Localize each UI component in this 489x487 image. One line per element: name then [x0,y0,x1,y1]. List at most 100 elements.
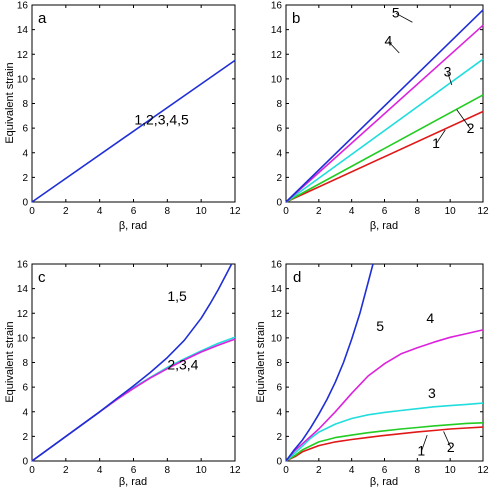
annotation-label-a-1: 1,2,3,4,5 [134,111,189,127]
y-tick-label-c: 0 [22,457,28,468]
x-tick-label-a: 10 [196,206,208,217]
annotation-leader-b-3 [447,72,453,86]
annotation-label-b-5: 5 [392,4,400,20]
y-tick-label-b: 14 [271,25,283,36]
y-tick-label-a: 6 [22,124,28,135]
x-tick-label-b: 8 [415,206,421,217]
annotation-leader-b-5 [395,12,413,23]
y-tick-label-a: 16 [17,1,29,12]
y-tick-label-a: 4 [22,148,28,159]
series-d [285,263,484,462]
y-tick-label-c: 6 [22,383,28,394]
series-c [31,263,236,462]
y-tick-label-d: 2 [276,432,282,443]
panel-label-c: c [38,269,46,286]
annotation-label-d-5: 1 [417,442,425,458]
x-axis-label-b: β, rad [370,220,398,232]
y-tick-label-c: 2 [22,432,28,443]
x-tick-label-b: 4 [349,206,355,217]
x-axis-label-d: β, rad [370,476,398,487]
y-tick-label-c: 16 [17,260,29,271]
y-tick-label-b: 6 [276,124,282,135]
y-tick-label-b: 4 [276,148,282,159]
ticks-c: 0 2 4 6 8 10 12 0 2 4 6 8 10 12 14 16 [17,260,241,477]
y-tick-label-c: 14 [17,284,29,295]
y-tick-label-b: 8 [276,99,282,110]
y-tick-label-a: 10 [17,74,29,85]
x-tick-label-b: 2 [316,206,322,217]
annotation-label-d-1: 5 [376,318,384,334]
x-tick-label-a: 0 [29,206,35,217]
x-tick-label-b: 10 [445,206,457,217]
annotation-label-d-2: 4 [426,310,434,326]
y-tick-label-a: 0 [22,198,28,209]
annotations-b: 1 2 3 4 5 [385,4,475,151]
annotations-c: 1,5 2,3,4 [167,288,198,372]
x-tick-label-c: 0 [29,465,35,476]
series-line-d-3 [285,402,484,462]
x-tick-label-c: 8 [165,465,171,476]
series-b [285,9,484,203]
series-line-d-1 [285,426,484,462]
x-tick-label-a: 12 [229,206,241,217]
y-tick-label-d: 8 [276,358,282,369]
x-tick-label-b: 6 [382,206,388,217]
x-tick-label-d: 10 [445,465,457,476]
x-tick-label-c: 4 [97,465,103,476]
x-tick-label-d: 0 [283,465,289,476]
x-tick-label-d: 2 [316,465,322,476]
y-tick-label-a: 14 [17,25,29,36]
y-tick-label-a: 12 [17,50,29,61]
y-tick-label-c: 12 [17,309,29,320]
y-tick-label-d: 12 [271,309,283,320]
series-line-b-3 [285,58,484,203]
series-line-c-3 [31,263,233,462]
x-tick-label-d: 8 [415,465,421,476]
series-line-b-1 [285,110,484,203]
annotation-leader-b-4 [388,41,400,54]
x-tick-label-a: 4 [97,206,103,217]
x-tick-label-d: 6 [382,465,388,476]
y-tick-label-a: 2 [22,173,28,184]
x-tick-label-b: 0 [283,206,289,217]
y-tick-label-c: 10 [17,333,29,344]
series-line-b-4 [285,24,484,203]
panel-c: c Equivalent strain β, rad 0 2 4 6 8 10 12 0 2 4 6… [4,260,241,487]
y-tick-label-d: 10 [271,333,283,344]
plot-area-a [31,4,236,203]
series-line-b-5 [285,9,484,203]
annotation-label-b-4: 4 [385,33,393,49]
y-tick-label-a: 8 [22,99,28,110]
series-line-d-2 [285,422,484,462]
annotation-label-d-3: 3 [428,385,436,401]
x-tick-label-c: 6 [131,465,137,476]
y-tick-label-c: 4 [22,407,28,418]
y-tick-label-d: 4 [276,407,282,418]
y-axis-label-c: Equivalent strain [4,321,16,402]
panel-label-a: a [38,10,47,27]
series-line-d-4 [285,329,484,462]
annotations-a: 1,2,3,4,5 [134,111,189,127]
panel-label-d: d [293,269,301,286]
x-tick-label-a: 8 [165,206,171,217]
x-axis-label-c: β, rad [119,476,147,487]
annotation-label-d-4: 2 [447,439,455,455]
y-tick-label-d: 6 [276,383,282,394]
annotation-label-c-1: 1,5 [167,288,187,304]
annotation-leader-b-1 [435,129,446,145]
y-tick-label-d: 16 [271,260,283,271]
series-a [31,59,236,203]
y-tick-label-c: 8 [22,358,28,369]
annotation-leader-b-2 [456,109,471,130]
annotations-d: 5 4 3 2 1 [376,310,455,458]
y-axis-label-a: Equivalent strain [4,62,16,143]
x-tick-label-c: 10 [196,465,208,476]
series-line-b-2 [285,94,484,203]
y-tick-label-d: 0 [276,457,282,468]
annotation-label-c-2: 2,3,4 [167,356,198,372]
panel-a: a Equivalent strain β, rad 0 2 4 6 8 10 12 0 2 4 6… [4,1,241,233]
